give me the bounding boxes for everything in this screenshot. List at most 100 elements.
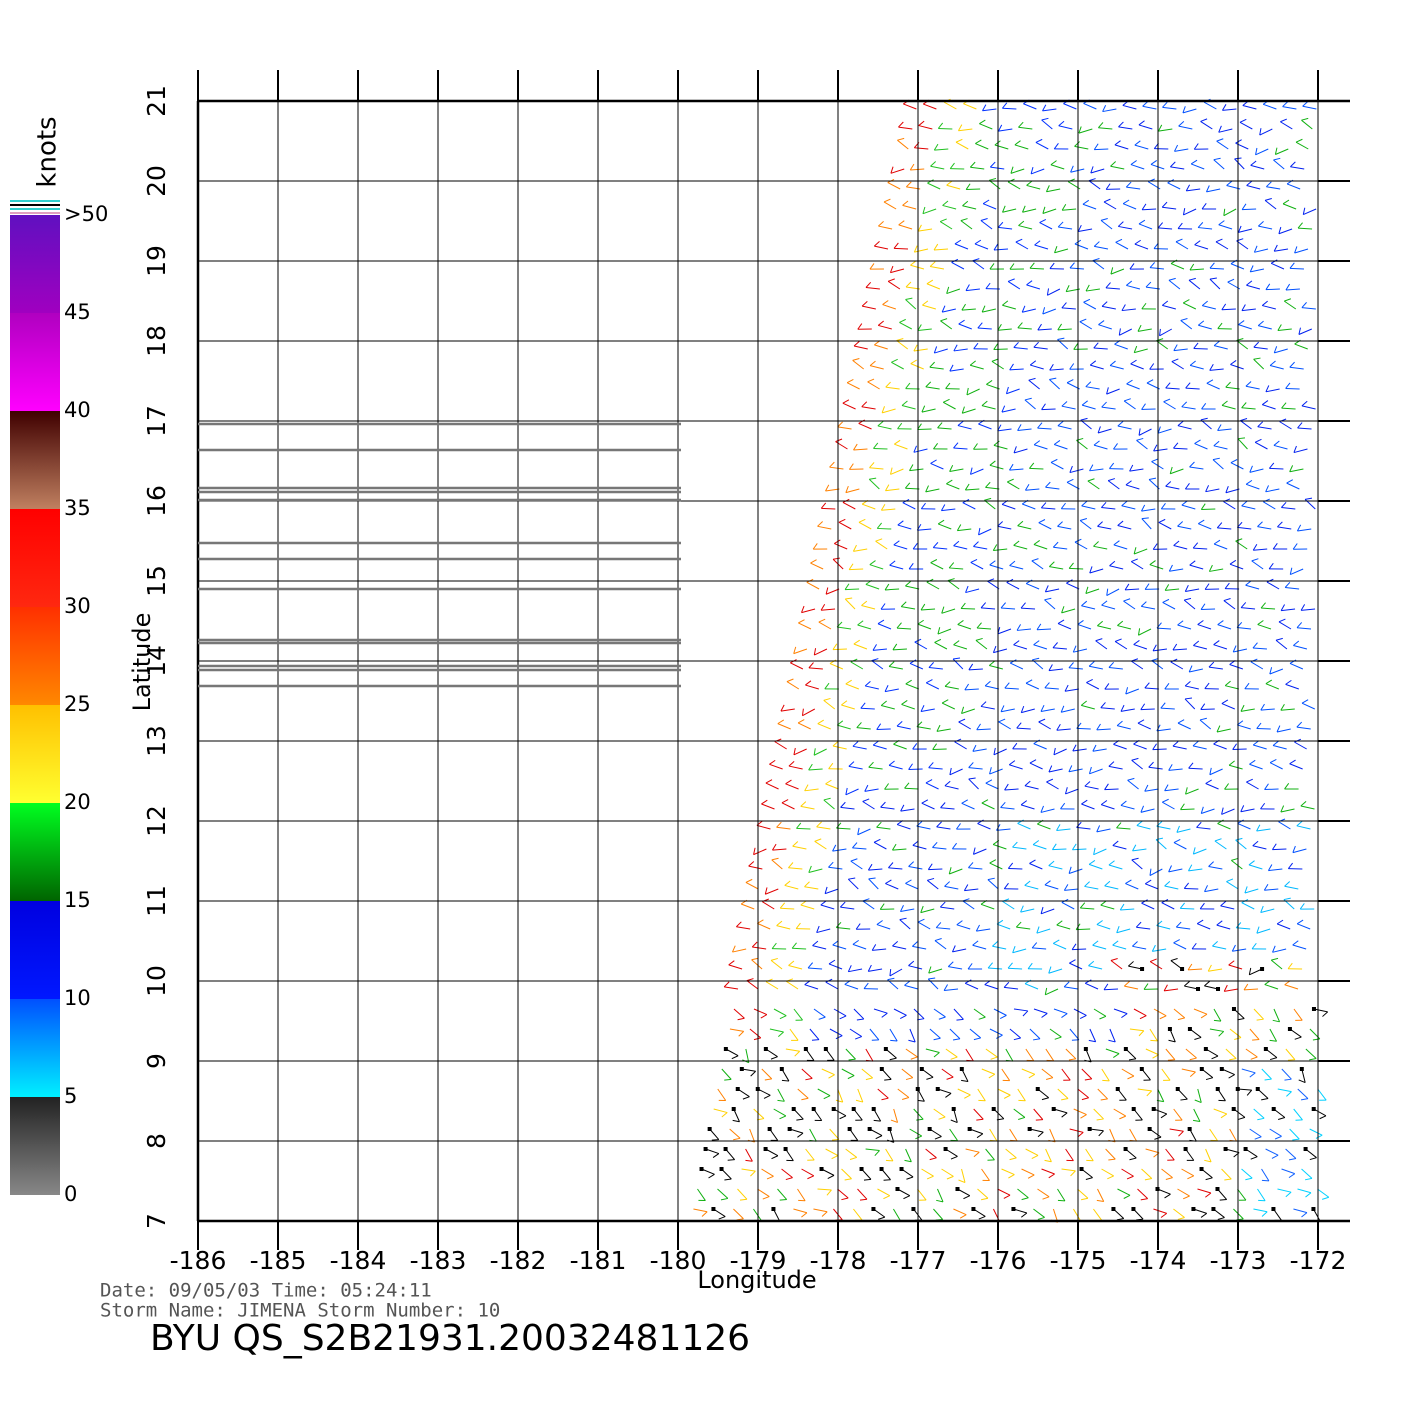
barb-shaft [1164,402,1176,409]
wind-barb [886,382,900,389]
wind-barb [1229,961,1242,969]
wind-barb [1153,645,1167,651]
wind-barb [990,263,1004,269]
wind-barb [1209,862,1223,869]
wind-barb [872,944,886,950]
barb-fletch [1051,161,1057,165]
barb-fletch [1220,1200,1227,1201]
barb-fletch [1086,382,1091,387]
wind-barb [1032,658,1043,669]
wind-barb [845,584,859,590]
wind-barb [1170,467,1183,474]
barb-shaft [1193,849,1206,854]
wind-barb [878,1089,889,1100]
barb-shaft [1089,666,1103,669]
wind-barb [1178,223,1192,229]
wind-barb [1086,587,1099,594]
barb-shaft [1162,903,1174,909]
wind-barb [839,519,851,529]
barb-shaft [992,946,1006,949]
barb-fletch [1277,522,1282,527]
barb-fletch [906,680,912,684]
barb-fletch [1188,964,1192,970]
barb-shaft [940,321,951,329]
barb-fletch [1102,402,1107,407]
barb-fletch [901,602,906,607]
wind-barb [1008,963,1022,969]
barb-fletch [834,540,840,544]
barb-fletch [886,1160,893,1161]
wind-barb [1050,263,1064,269]
barb-fletch [1125,584,1129,590]
barb-shaft [1086,289,1100,291]
wind-barb [1141,704,1155,710]
barb-shaft [843,502,855,509]
barb-fletch [918,225,921,231]
barb-fletch [1038,423,1042,428]
barb-shaft [1169,280,1180,289]
wind-barb [1161,703,1175,709]
barb-shaft [1246,484,1259,489]
barb-fletch [1004,1095,1010,1098]
barb-fletch [973,941,978,945]
wind-barb [1002,103,1016,109]
barb-shaft [750,1129,755,1142]
barb-shaft [1086,387,1100,389]
barb-shaft [1158,1089,1164,1102]
wind-barb [891,359,903,369]
barb-fletch [796,823,800,828]
barb-fletch [709,1174,715,1178]
wind-barb [1031,167,1044,174]
barb-shaft [1152,462,1164,469]
barb-shaft [975,144,988,149]
barb-fletch [1141,1199,1148,1200]
wind-barb [1109,762,1123,769]
barb-shaft [1130,1029,1144,1031]
wind-barb [904,1149,911,1162]
wind-barb [1134,640,1147,649]
wind-barb [833,941,846,949]
wind-barb [1200,1068,1212,1080]
wind-barb [856,924,870,930]
wind-barb [909,862,923,869]
barb-fletch [1097,522,1102,527]
wind-barb [720,1168,731,1181]
barb-fletch [1122,501,1127,506]
barb-shaft [902,405,916,409]
barb-fletch [941,505,944,511]
wind-barb [804,882,818,889]
wind-barb [1107,387,1120,394]
barb-shaft [1026,584,1039,589]
barb-shaft [1178,426,1192,429]
barb-shaft [1118,426,1132,429]
barb-shaft [852,848,866,849]
wind-barb [852,843,866,849]
barb-fletch [1080,319,1086,322]
wind-barb [1241,805,1255,811]
barb-fletch [1217,921,1223,925]
barb-fletch [1262,1180,1269,1181]
barb-shaft [1261,909,1275,913]
barb-shaft [1302,1169,1312,1178]
barb-fletch [841,802,846,807]
barb-shaft [1026,1149,1038,1155]
barb-shaft [1214,544,1227,549]
barb-fletch [1290,263,1294,268]
y-tick-label: 17 [142,405,171,437]
wind-barb [1004,883,1018,889]
wind-barb [1026,1049,1034,1061]
barb-shaft [973,546,987,549]
wind-barb [873,644,887,650]
barb-fletch [1201,418,1208,420]
barb-fletch [1001,802,1006,807]
colorbar-tick-label: 35 [64,496,91,520]
barb-shaft [1080,908,1094,909]
barb-shaft [910,469,924,471]
barb-shaft [970,167,984,169]
barb-shaft [1032,561,1043,569]
barb-shaft [914,148,928,149]
barb-shaft [750,1029,761,1038]
barb-shaft [1302,703,1315,709]
wind-barb [1164,985,1178,991]
wind-barb [1237,622,1251,629]
